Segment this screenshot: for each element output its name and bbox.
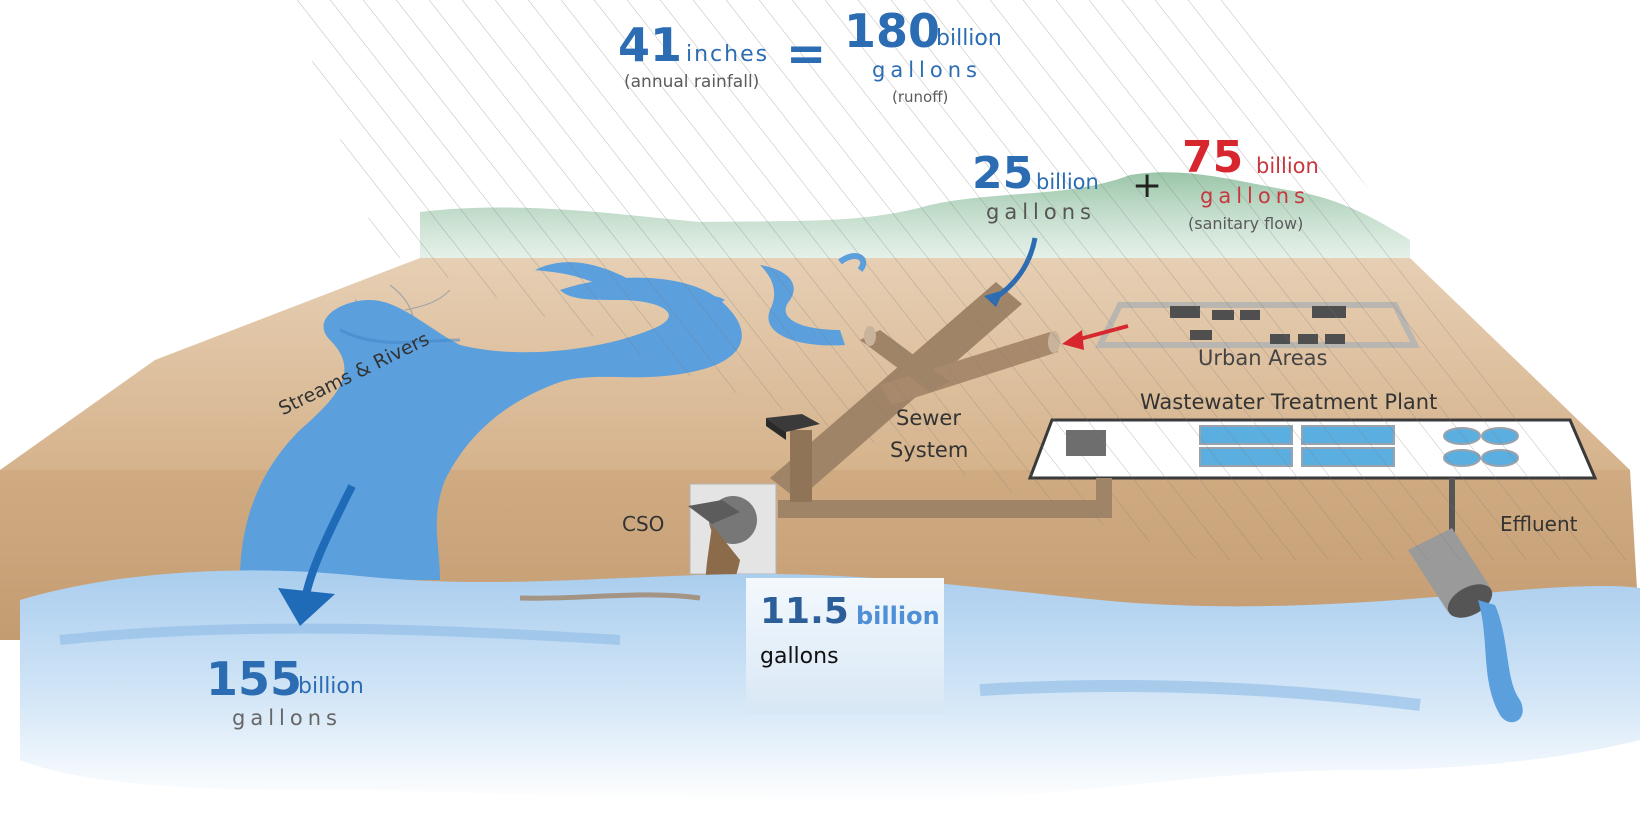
river-outflow-unit: billion xyxy=(298,674,364,699)
cso-overflow-value: 11.5 xyxy=(760,591,849,632)
rainfall-value: 41 xyxy=(618,18,683,72)
stormwater-unit2: gallons xyxy=(986,200,1096,224)
runoff-unit2: gallons xyxy=(872,58,982,82)
river-outflow-value: 155 xyxy=(206,652,303,706)
runoff-note: (runoff) xyxy=(892,88,949,106)
cso-label: CSO xyxy=(622,512,665,536)
sewer-label-line1: Sewer xyxy=(896,406,961,430)
sanitary-unit: billion xyxy=(1256,154,1319,178)
cso-overflow-box xyxy=(746,578,944,714)
cso-overflow-unit2: gallons xyxy=(760,644,839,669)
river-outflow-unit2: gallons xyxy=(232,706,342,730)
runoff-value: 180 xyxy=(844,4,941,58)
cso-overflow-unit: billion xyxy=(856,602,940,630)
sanitary-unit2: gallons xyxy=(1200,184,1310,208)
stormwater-value: 25 xyxy=(972,148,1034,199)
wwtp-label: Wastewater Treatment Plant xyxy=(1140,390,1438,414)
sanitary-note: (sanitary flow) xyxy=(1188,214,1304,233)
sanitary-value: 75 xyxy=(1182,132,1244,183)
stormwater-unit: billion xyxy=(1036,170,1099,194)
rainfall-note: (annual rainfall) xyxy=(624,72,760,92)
equals-sign: = xyxy=(786,26,827,82)
rain xyxy=(0,0,1642,600)
rainfall-unit: inches xyxy=(686,42,770,67)
urban-areas-label: Urban Areas xyxy=(1198,346,1328,370)
runoff-unit: billion xyxy=(936,26,1002,51)
plus-sign: + xyxy=(1132,165,1163,206)
effluent-label: Effluent xyxy=(1500,512,1578,536)
sewer-label-line2: System xyxy=(890,438,969,462)
